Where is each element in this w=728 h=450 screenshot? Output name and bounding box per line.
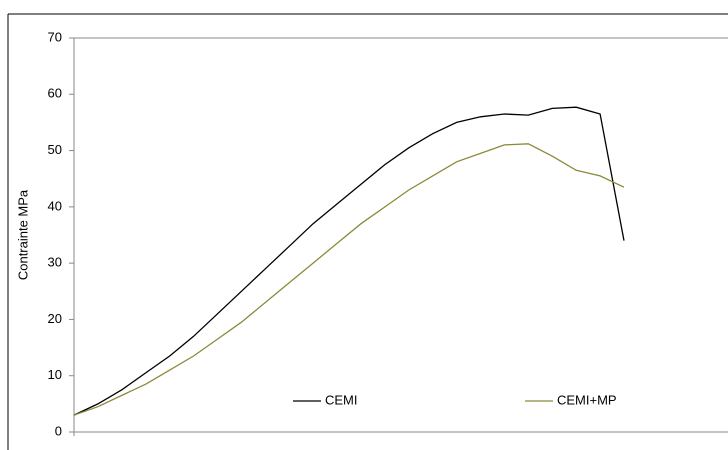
y-tick-label: 60 bbox=[48, 86, 62, 101]
legend-label: CEMI+MP bbox=[557, 392, 617, 407]
series-line bbox=[73, 106, 625, 416]
y-tick-label: 50 bbox=[48, 142, 62, 157]
y-tick-label: 10 bbox=[48, 367, 62, 382]
y-axis-label: Contrainte MPa bbox=[15, 189, 30, 280]
y-tick-label: 0 bbox=[55, 423, 62, 438]
series-line bbox=[73, 143, 625, 416]
y-tick-label: 70 bbox=[48, 29, 62, 44]
legend-label: CEMI bbox=[325, 392, 358, 407]
y-tick-label: 40 bbox=[48, 198, 62, 213]
y-tick-label: 30 bbox=[48, 255, 62, 270]
y-tick-label: 20 bbox=[48, 311, 62, 326]
